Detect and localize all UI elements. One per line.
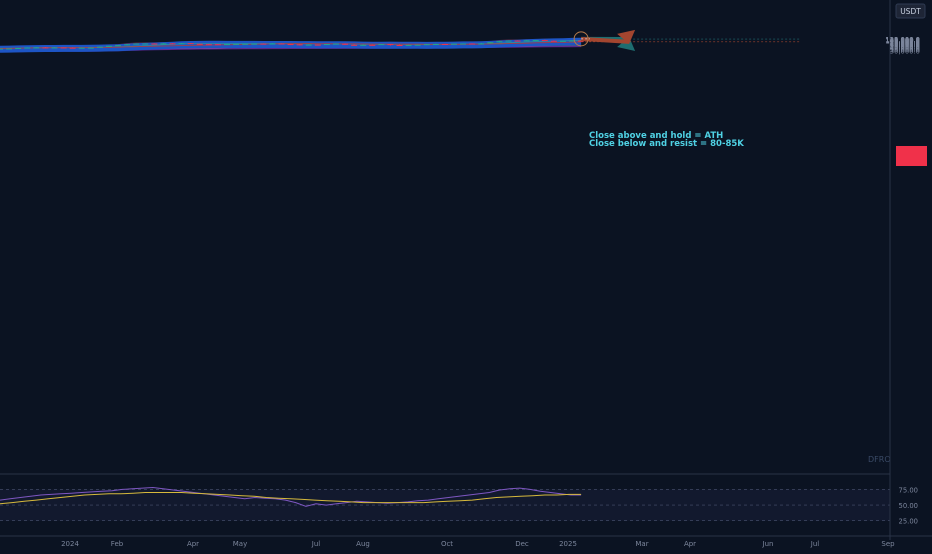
rsi-tick-label: 25.00 <box>899 518 918 526</box>
candle <box>42 47 48 48</box>
candle <box>351 45 357 46</box>
candle <box>160 43 166 44</box>
candle <box>179 43 185 44</box>
time-tick-label: Dec <box>515 540 529 548</box>
candle <box>0 49 3 50</box>
currency-badge[interactable]: USDT <box>896 4 925 18</box>
time-tick-label: Apr <box>684 540 696 548</box>
candle <box>224 44 230 45</box>
candle <box>397 45 403 46</box>
time-tick-label: Sep <box>881 540 895 548</box>
currency-label: USDT <box>900 7 921 16</box>
candle <box>533 40 539 41</box>
candle <box>451 44 457 45</box>
candle <box>260 44 266 45</box>
candle <box>170 43 176 44</box>
time-tick-label: Feb <box>111 540 124 548</box>
candle <box>333 44 339 45</box>
candle <box>197 44 203 45</box>
candle <box>269 43 275 44</box>
candle <box>469 43 475 44</box>
candle <box>387 44 393 45</box>
candle <box>406 45 412 46</box>
candle <box>524 40 530 41</box>
candle <box>515 41 521 42</box>
candle <box>442 44 448 45</box>
price-tag-box <box>896 146 927 166</box>
candle <box>151 44 157 45</box>
current-price-tag <box>896 146 927 166</box>
candle <box>460 43 466 44</box>
candle <box>142 44 148 45</box>
time-tick-label: Apr <box>187 540 199 548</box>
candle <box>51 47 57 48</box>
candle <box>505 41 511 42</box>
time-tick-label: Jun <box>762 540 774 548</box>
time-tick-label: Jul <box>810 540 820 548</box>
time-tick-label: May <box>233 540 247 548</box>
candle <box>288 44 294 45</box>
candle <box>115 45 121 46</box>
rsi-tick-label: 75.00 <box>899 486 918 494</box>
candle <box>551 41 557 42</box>
time-tick-label: Oct <box>441 540 453 548</box>
candle <box>278 43 284 44</box>
price-tick-label: 30,000.0 <box>890 47 920 55</box>
time-tick-label: 2025 <box>559 540 577 548</box>
candle <box>24 48 30 49</box>
annotation: Close above and hold = ATH Close below a… <box>589 131 744 149</box>
candle <box>487 42 493 43</box>
time-tick-label: Mar <box>635 540 648 548</box>
candle <box>306 45 312 46</box>
candle <box>15 48 21 49</box>
candle <box>215 44 221 45</box>
candle <box>242 44 248 45</box>
candle <box>251 44 257 45</box>
candle <box>188 43 194 44</box>
candle <box>88 48 94 49</box>
candle <box>79 48 85 49</box>
candle <box>6 48 12 49</box>
candle <box>542 40 548 41</box>
candle <box>61 47 67 48</box>
candle <box>360 45 366 46</box>
candle <box>378 44 384 45</box>
candle <box>233 44 239 45</box>
candle <box>342 44 348 45</box>
time-tick-label: 2024 <box>61 540 79 548</box>
candle <box>106 46 112 47</box>
candle <box>415 45 421 46</box>
watermark: DFRO <box>868 455 891 464</box>
candle <box>297 44 303 45</box>
candle <box>560 41 566 42</box>
candle <box>324 44 330 45</box>
candle <box>433 44 439 45</box>
rsi-tick-label: 50.00 <box>899 502 918 510</box>
candle <box>478 43 484 44</box>
candle <box>133 44 139 45</box>
candle <box>97 47 103 48</box>
candle <box>424 44 430 45</box>
candle <box>124 44 130 45</box>
candle <box>496 41 502 42</box>
annotation-line-2: Close below and resist = 80-85K <box>589 139 744 149</box>
candle <box>315 45 321 46</box>
candle <box>206 44 212 45</box>
time-tick-label: Aug <box>356 540 370 548</box>
candle <box>70 48 76 49</box>
time-tick-label: Jul <box>311 540 321 548</box>
candle <box>33 47 39 48</box>
candle <box>369 45 375 46</box>
